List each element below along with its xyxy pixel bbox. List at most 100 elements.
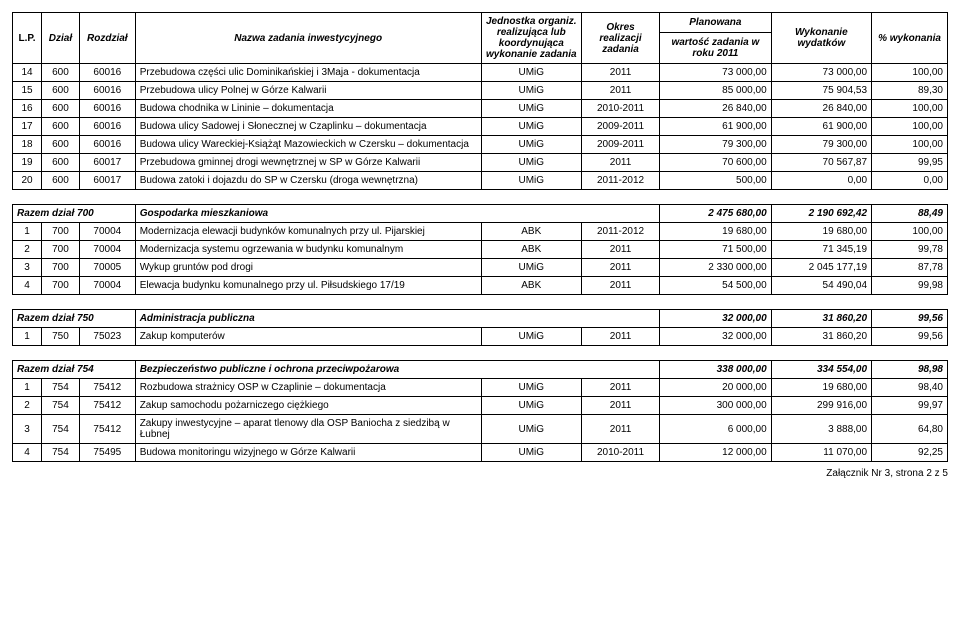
cell-pct: 0,00 [872, 172, 948, 190]
cell-pct: 92,25 [872, 444, 948, 462]
col-okres: Okres realizacji zadania [581, 13, 659, 64]
section-label: Razem dział 750 [13, 310, 136, 328]
cell-jednostka: UMiG [481, 379, 581, 397]
cell-pct: 89,30 [872, 82, 948, 100]
col-nazwa: Nazwa zadania inwestycyjnego [135, 13, 481, 64]
table-body: 1460060016Przebudowa części ulic Dominik… [13, 64, 948, 462]
cell-nazwa: Wykup gruntów pod drogi [135, 259, 481, 277]
section-row: Razem dział 750Administracja publiczna32… [13, 310, 948, 328]
cell-nazwa: Budowa ulicy Sadowej i Słonecznej w Czap… [135, 118, 481, 136]
cell-wartosc: 54 500,00 [660, 277, 772, 295]
cell-nazwa: Zakupy inwestycyjne – aparat tlenowy dla… [135, 415, 481, 444]
section-pct: 99,56 [872, 310, 948, 328]
cell-okres: 2011 [581, 64, 659, 82]
table-header: L.P. Dział Rozdział Nazwa zadania inwest… [13, 13, 948, 64]
cell-wykonanie: 75 904,53 [771, 82, 871, 100]
cell-okres: 2011 [581, 415, 659, 444]
table-row: 1660060016Budowa chodnika w Lininie – do… [13, 100, 948, 118]
cell-okres: 2010-2011 [581, 444, 659, 462]
cell-wykonanie: 61 900,00 [771, 118, 871, 136]
cell-pct: 99,78 [872, 241, 948, 259]
cell-wykonanie: 26 840,00 [771, 100, 871, 118]
cell-nazwa: Przebudowa części ulic Dominikańskiej i … [135, 64, 481, 82]
cell-lp: 2 [13, 397, 42, 415]
cell-lp: 3 [13, 415, 42, 444]
table-row: 1760060016Budowa ulicy Sadowej i Słonecz… [13, 118, 948, 136]
table-row: 1560060016Przebudowa ulicy Polnej w Górz… [13, 82, 948, 100]
section-wartosc: 338 000,00 [660, 361, 772, 379]
cell-jednostka: UMiG [481, 172, 581, 190]
cell-rozdzial: 60017 [79, 154, 135, 172]
cell-pct: 100,00 [872, 64, 948, 82]
col-pct: % wykonania [872, 13, 948, 64]
spacer-row [13, 295, 948, 310]
cell-wartosc: 20 000,00 [660, 379, 772, 397]
table-row: 270070004Modernizacja systemu ogrzewania… [13, 241, 948, 259]
cell-lp: 17 [13, 118, 42, 136]
table-row: 1860060016Budowa ulicy Wareckiej-Książąt… [13, 136, 948, 154]
cell-jednostka: ABK [481, 223, 581, 241]
cell-lp: 4 [13, 444, 42, 462]
cell-wykonanie: 79 300,00 [771, 136, 871, 154]
cell-okres: 2009-2011 [581, 118, 659, 136]
cell-nazwa: Przebudowa gminnej drogi wewnętrznej w S… [135, 154, 481, 172]
col-lp: L.P. [13, 13, 42, 64]
table-row: 2060060017Budowa zatoki i dojazdu do SP … [13, 172, 948, 190]
cell-wartosc: 2 330 000,00 [660, 259, 772, 277]
col-wartosc: wartość zadania w roku 2011 [660, 32, 772, 63]
cell-pct: 100,00 [872, 223, 948, 241]
col-planowana: Planowana [660, 13, 772, 33]
cell-dzial: 750 [42, 328, 80, 346]
cell-okres: 2011 [581, 259, 659, 277]
cell-dzial: 600 [42, 118, 80, 136]
cell-nazwa: Przebudowa ulicy Polnej w Górze Kalwarii [135, 82, 481, 100]
cell-dzial: 600 [42, 64, 80, 82]
cell-nazwa: Budowa monitoringu wizyjnego w Górze Kal… [135, 444, 481, 462]
cell-lp: 19 [13, 154, 42, 172]
cell-wartosc: 73 000,00 [660, 64, 772, 82]
table-row: 1460060016Przebudowa części ulic Dominik… [13, 64, 948, 82]
cell-okres: 2011 [581, 397, 659, 415]
cell-rozdzial: 75412 [79, 397, 135, 415]
section-wartosc: 32 000,00 [660, 310, 772, 328]
cell-okres: 2011 [581, 154, 659, 172]
cell-nazwa: Budowa ulicy Wareckiej-Książąt Mazowieck… [135, 136, 481, 154]
section-wartosc: 2 475 680,00 [660, 205, 772, 223]
cell-lp: 1 [13, 223, 42, 241]
cell-rozdzial: 70005 [79, 259, 135, 277]
cell-wartosc: 79 300,00 [660, 136, 772, 154]
cell-wykonanie: 0,00 [771, 172, 871, 190]
cell-lp: 18 [13, 136, 42, 154]
cell-wartosc: 71 500,00 [660, 241, 772, 259]
col-rozdzial: Rozdział [79, 13, 135, 64]
cell-wykonanie: 71 345,19 [771, 241, 871, 259]
cell-okres: 2009-2011 [581, 136, 659, 154]
cell-jednostka: UMiG [481, 154, 581, 172]
cell-rozdzial: 75023 [79, 328, 135, 346]
cell-lp: 3 [13, 259, 42, 277]
cell-jednostka: UMiG [481, 82, 581, 100]
cell-rozdzial: 60017 [79, 172, 135, 190]
col-dzial: Dział [42, 13, 80, 64]
cell-nazwa: Budowa chodnika w Lininie – dokumentacja [135, 100, 481, 118]
cell-nazwa: Modernizacja elewacji budynków komunalny… [135, 223, 481, 241]
table-row: 275475412Zakup samochodu pożarniczego ci… [13, 397, 948, 415]
cell-okres: 2011 [581, 328, 659, 346]
cell-wykonanie: 19 680,00 [771, 379, 871, 397]
cell-wykonanie: 19 680,00 [771, 223, 871, 241]
cell-wykonanie: 73 000,00 [771, 64, 871, 82]
cell-jednostka: UMiG [481, 444, 581, 462]
table-row: 170070004Modernizacja elewacji budynków … [13, 223, 948, 241]
cell-pct: 100,00 [872, 100, 948, 118]
cell-dzial: 600 [42, 172, 80, 190]
cell-pct: 98,40 [872, 379, 948, 397]
cell-dzial: 754 [42, 415, 80, 444]
cell-rozdzial: 70004 [79, 241, 135, 259]
table-row: 475475495Budowa monitoringu wizyjnego w … [13, 444, 948, 462]
cell-dzial: 700 [42, 241, 80, 259]
cell-lp: 20 [13, 172, 42, 190]
cell-wartosc: 85 000,00 [660, 82, 772, 100]
cell-rozdzial: 60016 [79, 136, 135, 154]
section-wykonanie: 334 554,00 [771, 361, 871, 379]
cell-rozdzial: 75412 [79, 415, 135, 444]
